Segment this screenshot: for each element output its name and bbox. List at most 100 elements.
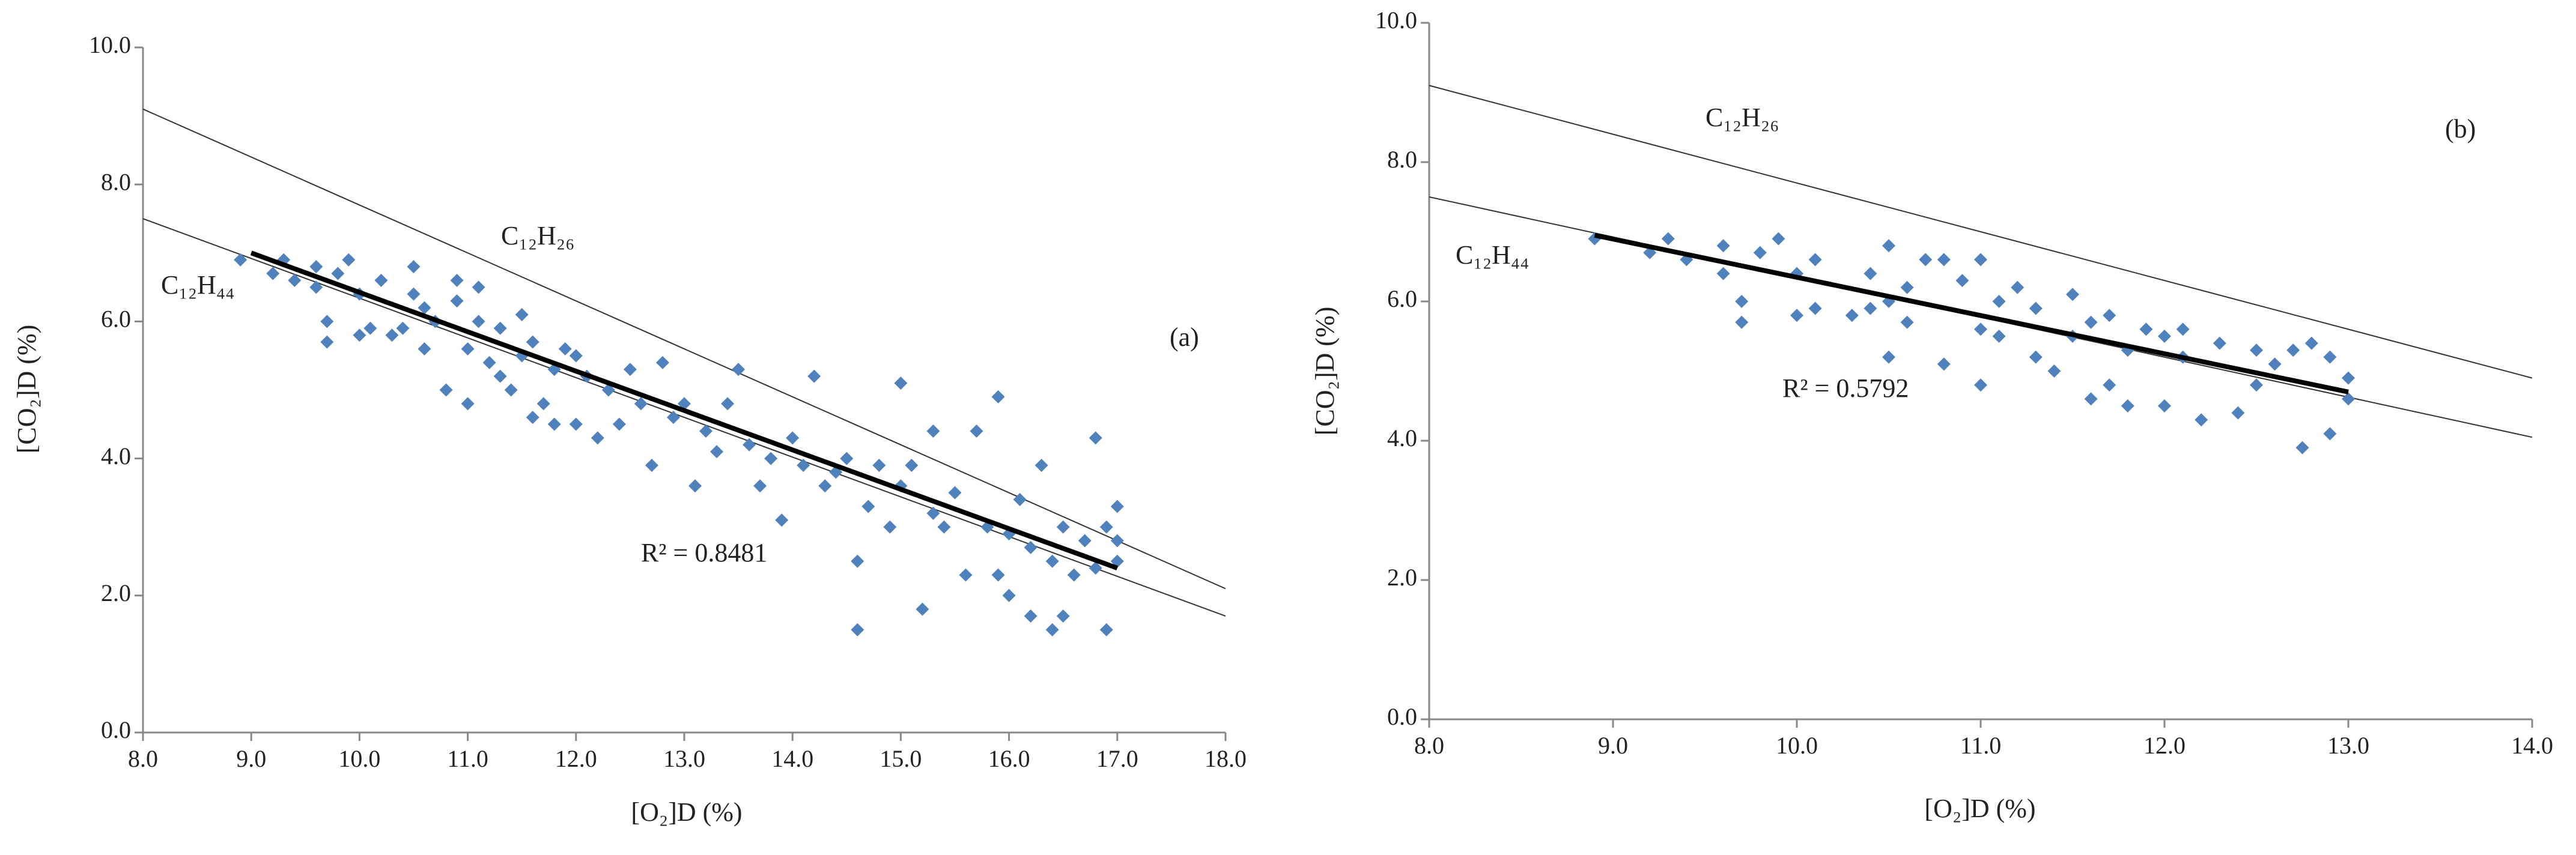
point [872, 459, 886, 473]
point [2084, 315, 2098, 329]
point [991, 390, 1005, 403]
point [818, 479, 832, 493]
point [1919, 253, 1933, 267]
point [309, 280, 323, 294]
point [1056, 520, 1070, 534]
point [1716, 267, 1730, 280]
trend-line [1594, 232, 2349, 394]
x-tick-label: 10.0 [1776, 732, 1818, 759]
point [2139, 322, 2153, 336]
point [493, 369, 507, 383]
x-tick-label: 14.0 [2511, 732, 2553, 759]
point [1716, 239, 1730, 253]
point [2268, 357, 2282, 371]
point [970, 424, 983, 438]
point [2213, 336, 2226, 350]
point [1013, 493, 1027, 507]
y-tick-label: 8.0 [1387, 146, 1417, 173]
point [418, 301, 431, 315]
point [2323, 350, 2337, 364]
point [1845, 309, 1859, 322]
point [439, 383, 453, 397]
point [1882, 350, 1895, 364]
y-tick-label: 2.0 [1387, 564, 1417, 591]
point [926, 506, 940, 520]
point [2158, 399, 2171, 412]
point [374, 273, 388, 287]
y-tick-label: 0.0 [1387, 703, 1417, 730]
point [1808, 301, 1822, 315]
point [1937, 253, 1951, 267]
y-tick-label: 6.0 [101, 306, 131, 333]
point [1882, 239, 1895, 253]
line-label: C₁₂H₄₄ [161, 270, 234, 300]
point [320, 335, 334, 349]
point [1735, 315, 1749, 329]
point [2011, 280, 2025, 294]
x-tick-label: 12.0 [2143, 732, 2186, 759]
point [342, 253, 356, 267]
point [851, 623, 864, 636]
point [1955, 274, 1969, 288]
point [851, 554, 864, 568]
point [655, 355, 669, 369]
trend-line [250, 250, 1119, 570]
point [840, 452, 854, 465]
point [407, 260, 421, 274]
point [450, 294, 464, 308]
point [472, 315, 485, 328]
point [797, 459, 810, 473]
point [699, 424, 713, 438]
point [2103, 378, 2116, 392]
annotation: R² = 0.8481 [641, 538, 767, 567]
point [2323, 427, 2337, 441]
y-axis-label: [CO₂]D (%) [1310, 307, 1340, 436]
line-label: C₁₂H₂₆ [501, 221, 574, 250]
point [1808, 253, 1822, 267]
point [1661, 232, 1675, 246]
point [1045, 554, 1059, 568]
point [2029, 301, 2043, 315]
point [591, 431, 604, 445]
x-tick-label: 9.0 [236, 745, 266, 772]
y-tick-label: 0.0 [101, 716, 131, 743]
point [407, 287, 421, 301]
point [2342, 392, 2355, 406]
point [493, 321, 507, 335]
point [894, 376, 908, 390]
point [1089, 561, 1102, 575]
point [1992, 330, 2006, 343]
point [547, 417, 561, 431]
point [1992, 295, 2006, 308]
y-axis-label: [CO₂]D (%) [12, 325, 41, 454]
point [666, 411, 680, 424]
point [1034, 459, 1048, 473]
x-tick-label: 16.0 [988, 745, 1030, 772]
point [688, 479, 702, 493]
point [861, 500, 875, 513]
point [1974, 253, 1987, 267]
point [526, 411, 539, 424]
y-tick-label: 10.0 [89, 31, 131, 58]
point [612, 417, 626, 431]
point [1056, 609, 1070, 623]
point [504, 383, 518, 397]
line-label: C₁₂H₂₆ [1706, 103, 1779, 132]
point [2342, 371, 2355, 385]
point [558, 342, 572, 356]
point [1045, 623, 1059, 636]
point [743, 438, 756, 452]
point [2047, 364, 2061, 378]
x-tick-label: 15.0 [879, 745, 922, 772]
point [1735, 295, 1749, 308]
x-tick-label: 13.0 [663, 745, 705, 772]
annotation: (b) [2445, 114, 2476, 144]
point [786, 431, 800, 445]
annotation: R² = 0.5792 [1782, 373, 1909, 403]
point [732, 363, 746, 376]
point [526, 335, 539, 349]
x-tick-label: 18.0 [1204, 745, 1247, 772]
point [1002, 588, 1016, 602]
point [1937, 357, 1951, 371]
line-label: C₁₂H₄₄ [1456, 240, 1529, 270]
